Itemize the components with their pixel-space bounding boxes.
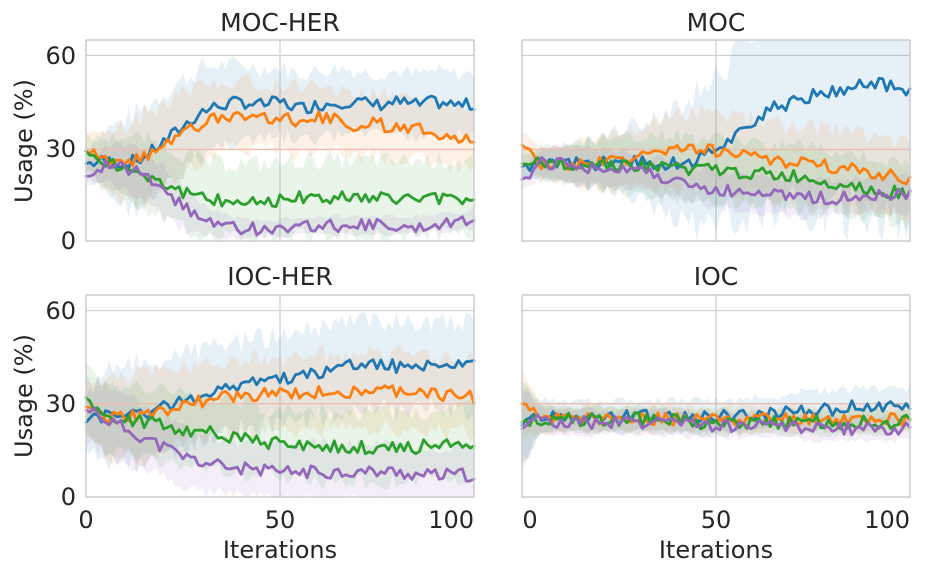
confidence-band-purple — [86, 372, 474, 497]
series-line-purple — [520, 414, 912, 437]
series-line-green — [84, 396, 476, 456]
y-axis-label: Usage (%) — [10, 79, 38, 203]
axes-frame — [521, 294, 911, 498]
y-tick-label: 0 — [61, 227, 76, 255]
axes-frame — [521, 39, 911, 242]
x-tick-label: 0 — [522, 506, 537, 534]
y-tick-label: 30 — [45, 390, 76, 418]
series-line-blue — [520, 76, 912, 173]
panel-ioc-her: IOC-HER 0 30 60 Usage (%) 0 50 100 Itera… — [10, 262, 476, 564]
x-axis-label: Iterations — [659, 536, 773, 564]
confidence-band-purple — [86, 141, 474, 241]
y-tick-label: 60 — [45, 297, 76, 325]
panel-title: IOC-HER — [227, 262, 333, 291]
series-line-green — [520, 156, 912, 201]
x-axis-label: Iterations — [223, 536, 337, 564]
x-tick-label: 50 — [701, 506, 732, 534]
panel-moc: MOC — [520, 8, 912, 242]
y-tick-label: 0 — [61, 483, 76, 511]
axes-frame — [85, 294, 475, 498]
series-line-purple — [84, 159, 476, 237]
x-tick-label: 100 — [428, 506, 474, 534]
confidence-band-green — [86, 131, 474, 241]
y-axis-label: Usage (%) — [10, 334, 38, 458]
y-tick-label: 30 — [45, 135, 76, 163]
axes-frame — [85, 39, 475, 242]
panel-title: MOC — [687, 8, 746, 37]
y-tick-label: 60 — [45, 42, 76, 70]
x-tick-label: 100 — [864, 506, 910, 534]
panel-ioc: IOC 0 50 100 Iterations — [520, 262, 912, 564]
confidence-band-green — [522, 128, 910, 231]
confidence-band-orange — [522, 103, 910, 222]
confidence-band-orange — [86, 73, 474, 211]
confidence-band-blue — [86, 56, 474, 218]
series-line-purple — [84, 406, 476, 483]
series-line-orange — [520, 143, 912, 186]
panel-title: IOC — [694, 262, 739, 291]
series-line-orange — [84, 384, 476, 424]
series-line-purple — [520, 155, 912, 206]
x-tick-label: 0 — [78, 506, 93, 534]
x-tick-label: 50 — [265, 506, 296, 534]
series-line-orange — [84, 110, 476, 168]
panel-moc-her: MOC-HER 0 30 60 Usage (%) — [10, 8, 476, 255]
panel-title: MOC-HER — [220, 8, 340, 37]
